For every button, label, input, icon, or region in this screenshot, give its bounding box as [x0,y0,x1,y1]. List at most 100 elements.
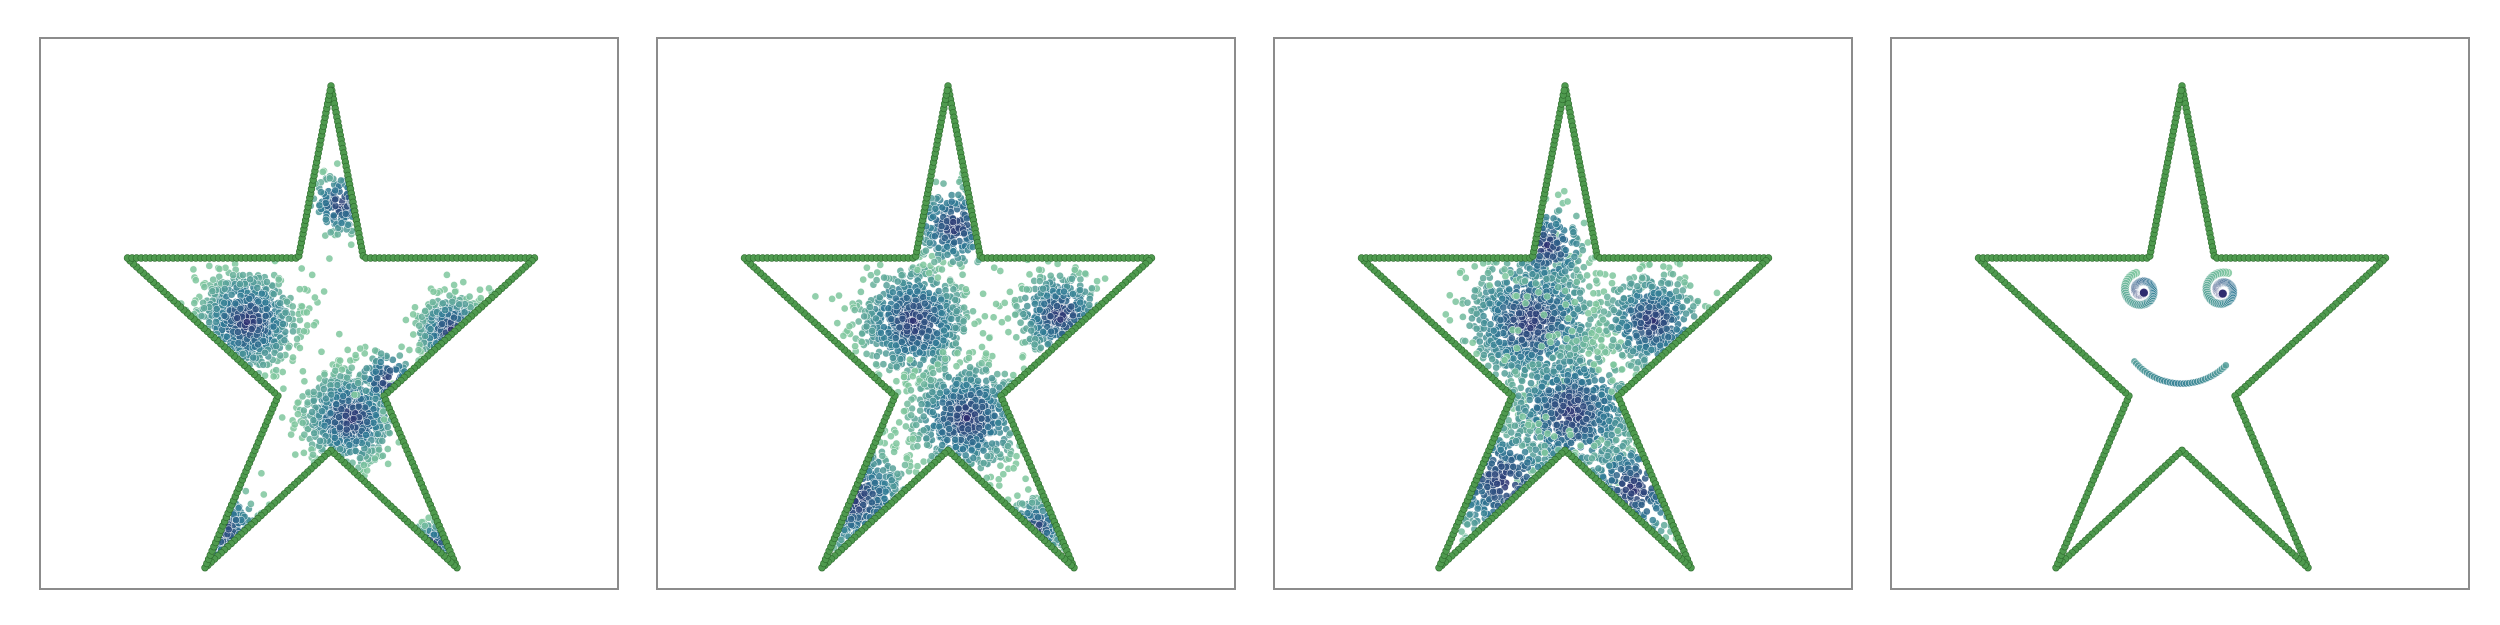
particle-point [854,317,863,326]
particle-point [989,313,998,322]
particle-point [892,439,901,448]
particle-point [835,291,843,300]
particle-point [868,498,876,507]
particle-point [974,377,982,385]
particle-point [236,280,244,288]
particle-point [978,343,986,351]
particle-point [318,407,326,416]
particle-point [1070,265,1079,274]
particle-point [1026,320,1035,328]
particle-point [451,287,459,296]
particle-point [441,306,449,314]
particle-point [941,354,950,363]
particle-point [220,285,229,293]
particle-point [379,407,388,416]
particle-point [877,328,885,337]
particle-point [337,219,346,227]
particle-point [902,294,911,302]
particle-point [300,449,308,457]
particle-point [224,525,233,534]
particle-point [1009,464,1018,473]
particle-point [897,338,906,346]
particle-point [1036,343,1045,352]
particle-point [289,327,297,336]
particle-point [438,320,446,328]
particle-point [227,290,236,299]
particle-point [943,250,952,259]
particle-point [990,263,999,272]
particle-point [1021,294,1030,302]
particle-point [269,290,278,298]
particle-point [1081,269,1090,278]
particle-point [947,197,956,206]
particle-point [459,278,468,286]
particle-point [939,336,948,345]
particle-point [1024,485,1033,494]
particle-point [975,423,983,432]
particle-point [1060,287,1068,296]
particle-point [896,355,905,363]
particle-point [1006,288,1014,296]
particle-point [300,430,309,439]
particle-point [420,521,429,530]
particle-point [1056,271,1064,280]
particle-point [915,348,924,357]
particle-point [293,335,301,343]
particle-point [999,470,1008,479]
particle-point [1043,528,1051,537]
particle-point [959,317,968,326]
particle-point [828,295,836,303]
particle-point [331,186,340,195]
particle-point [859,275,868,284]
particle-point [310,321,318,330]
particle-point [1021,474,1030,483]
particle-point [847,515,855,523]
star-boundary [740,82,1156,572]
particle-point [326,228,335,237]
particle-point [889,354,897,362]
particle-point [414,346,423,354]
particle-point [371,454,379,463]
particle-point [880,494,889,503]
particle-point [1076,298,1085,307]
particle-point [1069,290,1077,298]
particle-point [231,299,240,308]
particle-point [1004,442,1012,450]
particle-point [337,405,346,414]
particle-point [882,349,890,358]
particle-point [1012,452,1021,461]
particle-point [979,329,987,338]
particle-point [339,392,348,400]
particle-point [411,303,419,312]
particle-point [1035,265,1044,274]
particle-point [1016,318,1025,327]
particle-point [909,316,917,325]
particle-point [200,283,209,291]
particle-point [990,412,999,420]
particle-point [289,353,297,362]
particle-point [940,365,949,373]
particle-point [476,285,484,294]
particle-point [882,281,891,290]
particle-point [378,437,387,445]
particle-point [952,443,960,451]
particle-point [336,356,344,365]
particle-point [837,535,846,544]
particle-point [1018,499,1027,508]
particle-point [331,202,340,210]
particle-point [936,389,944,397]
particle-point [1000,370,1009,378]
particle-point [294,410,302,418]
particle-point [363,418,371,426]
particle-point [263,278,271,286]
particle-point [331,366,340,375]
particle-point [191,276,200,285]
particle-point [977,359,986,368]
particle-point [1022,285,1031,294]
particle-point [189,265,198,274]
particle-point [291,450,300,459]
particle-point [429,287,438,296]
particle-point [933,329,941,338]
particle-point [929,212,937,221]
particle-point [981,365,990,374]
